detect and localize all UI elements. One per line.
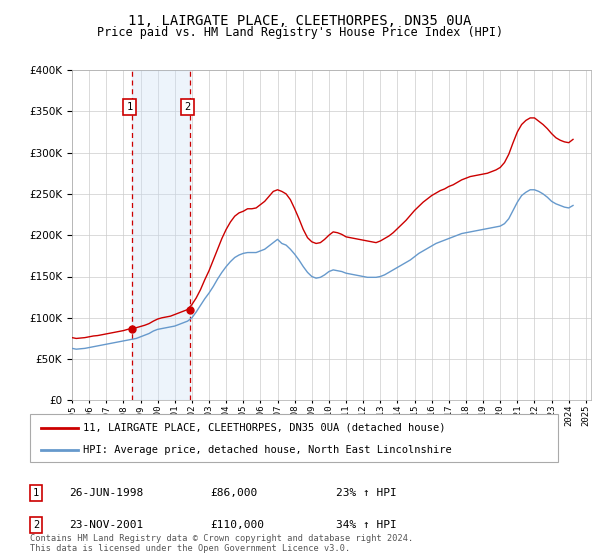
Text: Contains HM Land Registry data © Crown copyright and database right 2024.
This d: Contains HM Land Registry data © Crown c… <box>30 534 413 553</box>
Text: £110,000: £110,000 <box>210 520 264 530</box>
Text: 1: 1 <box>33 488 39 498</box>
Text: 2: 2 <box>33 520 39 530</box>
Text: 34% ↑ HPI: 34% ↑ HPI <box>336 520 397 530</box>
Text: Price paid vs. HM Land Registry's House Price Index (HPI): Price paid vs. HM Land Registry's House … <box>97 26 503 39</box>
Text: 1: 1 <box>126 102 133 112</box>
Text: 2: 2 <box>184 102 191 112</box>
FancyBboxPatch shape <box>30 414 558 462</box>
Text: 11, LAIRGATE PLACE, CLEETHORPES, DN35 0UA (detached house): 11, LAIRGATE PLACE, CLEETHORPES, DN35 0U… <box>83 423 445 433</box>
Text: 11, LAIRGATE PLACE, CLEETHORPES, DN35 0UA: 11, LAIRGATE PLACE, CLEETHORPES, DN35 0U… <box>128 14 472 28</box>
Text: HPI: Average price, detached house, North East Lincolnshire: HPI: Average price, detached house, Nort… <box>83 445 452 455</box>
Text: £86,000: £86,000 <box>210 488 257 498</box>
Bar <box>132 70 190 400</box>
Text: 23% ↑ HPI: 23% ↑ HPI <box>336 488 397 498</box>
Text: 23-NOV-2001: 23-NOV-2001 <box>69 520 143 530</box>
Text: 26-JUN-1998: 26-JUN-1998 <box>69 488 143 498</box>
